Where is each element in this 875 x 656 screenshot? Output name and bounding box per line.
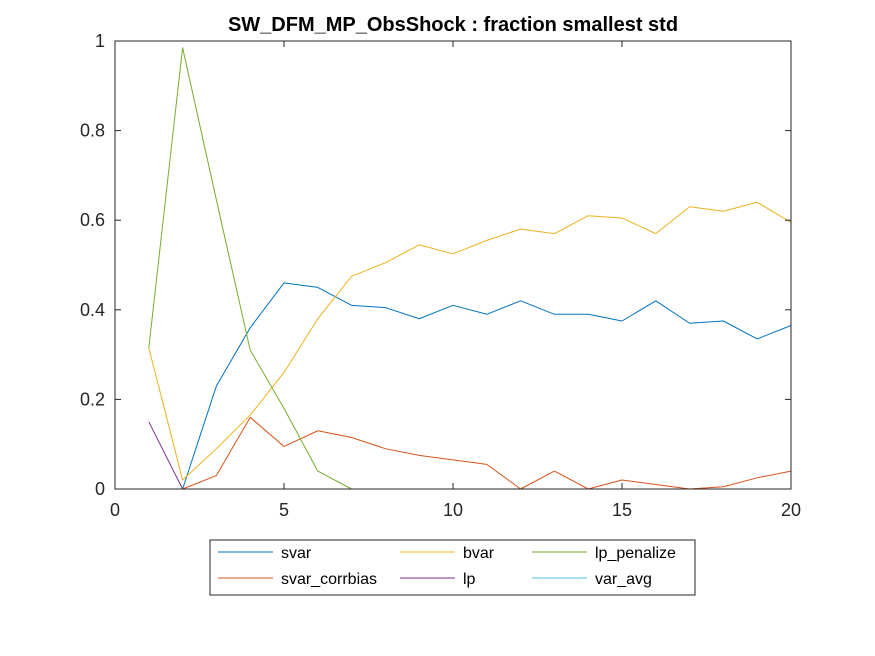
legend: svar svar_corrbias bvar lp lp_penalize var_av… xyxy=(209,539,696,596)
series-line-svar-corrbias xyxy=(148,416,792,490)
series-line-bvar xyxy=(148,201,792,481)
x-tick-label: 5 xyxy=(279,500,289,520)
y-tick-label: 0.8 xyxy=(80,121,105,141)
y-tick-label: 0 xyxy=(95,479,105,499)
x-tick-label: 0 xyxy=(110,500,120,520)
x-tick-label: 10 xyxy=(443,500,463,520)
legend-label-var-avg: var_avg xyxy=(595,571,652,588)
chart-title: SW_DFM_MP_ObsShock : fraction smallest s… xyxy=(228,14,678,36)
y-tick-label: 0.2 xyxy=(80,389,105,409)
y-tick-label: 1 xyxy=(95,31,105,51)
legend-box xyxy=(209,539,696,596)
legend-label-lp-penalize: lp_penalize xyxy=(595,545,676,562)
series-line-svar xyxy=(148,282,792,490)
axes-layer: 0 5 10 15 20 0 0.2 0.4 0.6 0.8 1 xyxy=(80,31,801,520)
legend-label-lp: lp xyxy=(463,571,476,588)
x-tick-label: 20 xyxy=(781,500,801,520)
legend-label-svar: svar xyxy=(281,545,312,562)
x-tick-label: 15 xyxy=(612,500,632,520)
y-tick-label: 0.6 xyxy=(80,210,105,230)
y-tick-label: 0.4 xyxy=(80,300,105,320)
legend-label-svar-corrbias: svar_corrbias xyxy=(281,571,377,588)
legend-label-bvar: bvar xyxy=(463,545,495,562)
